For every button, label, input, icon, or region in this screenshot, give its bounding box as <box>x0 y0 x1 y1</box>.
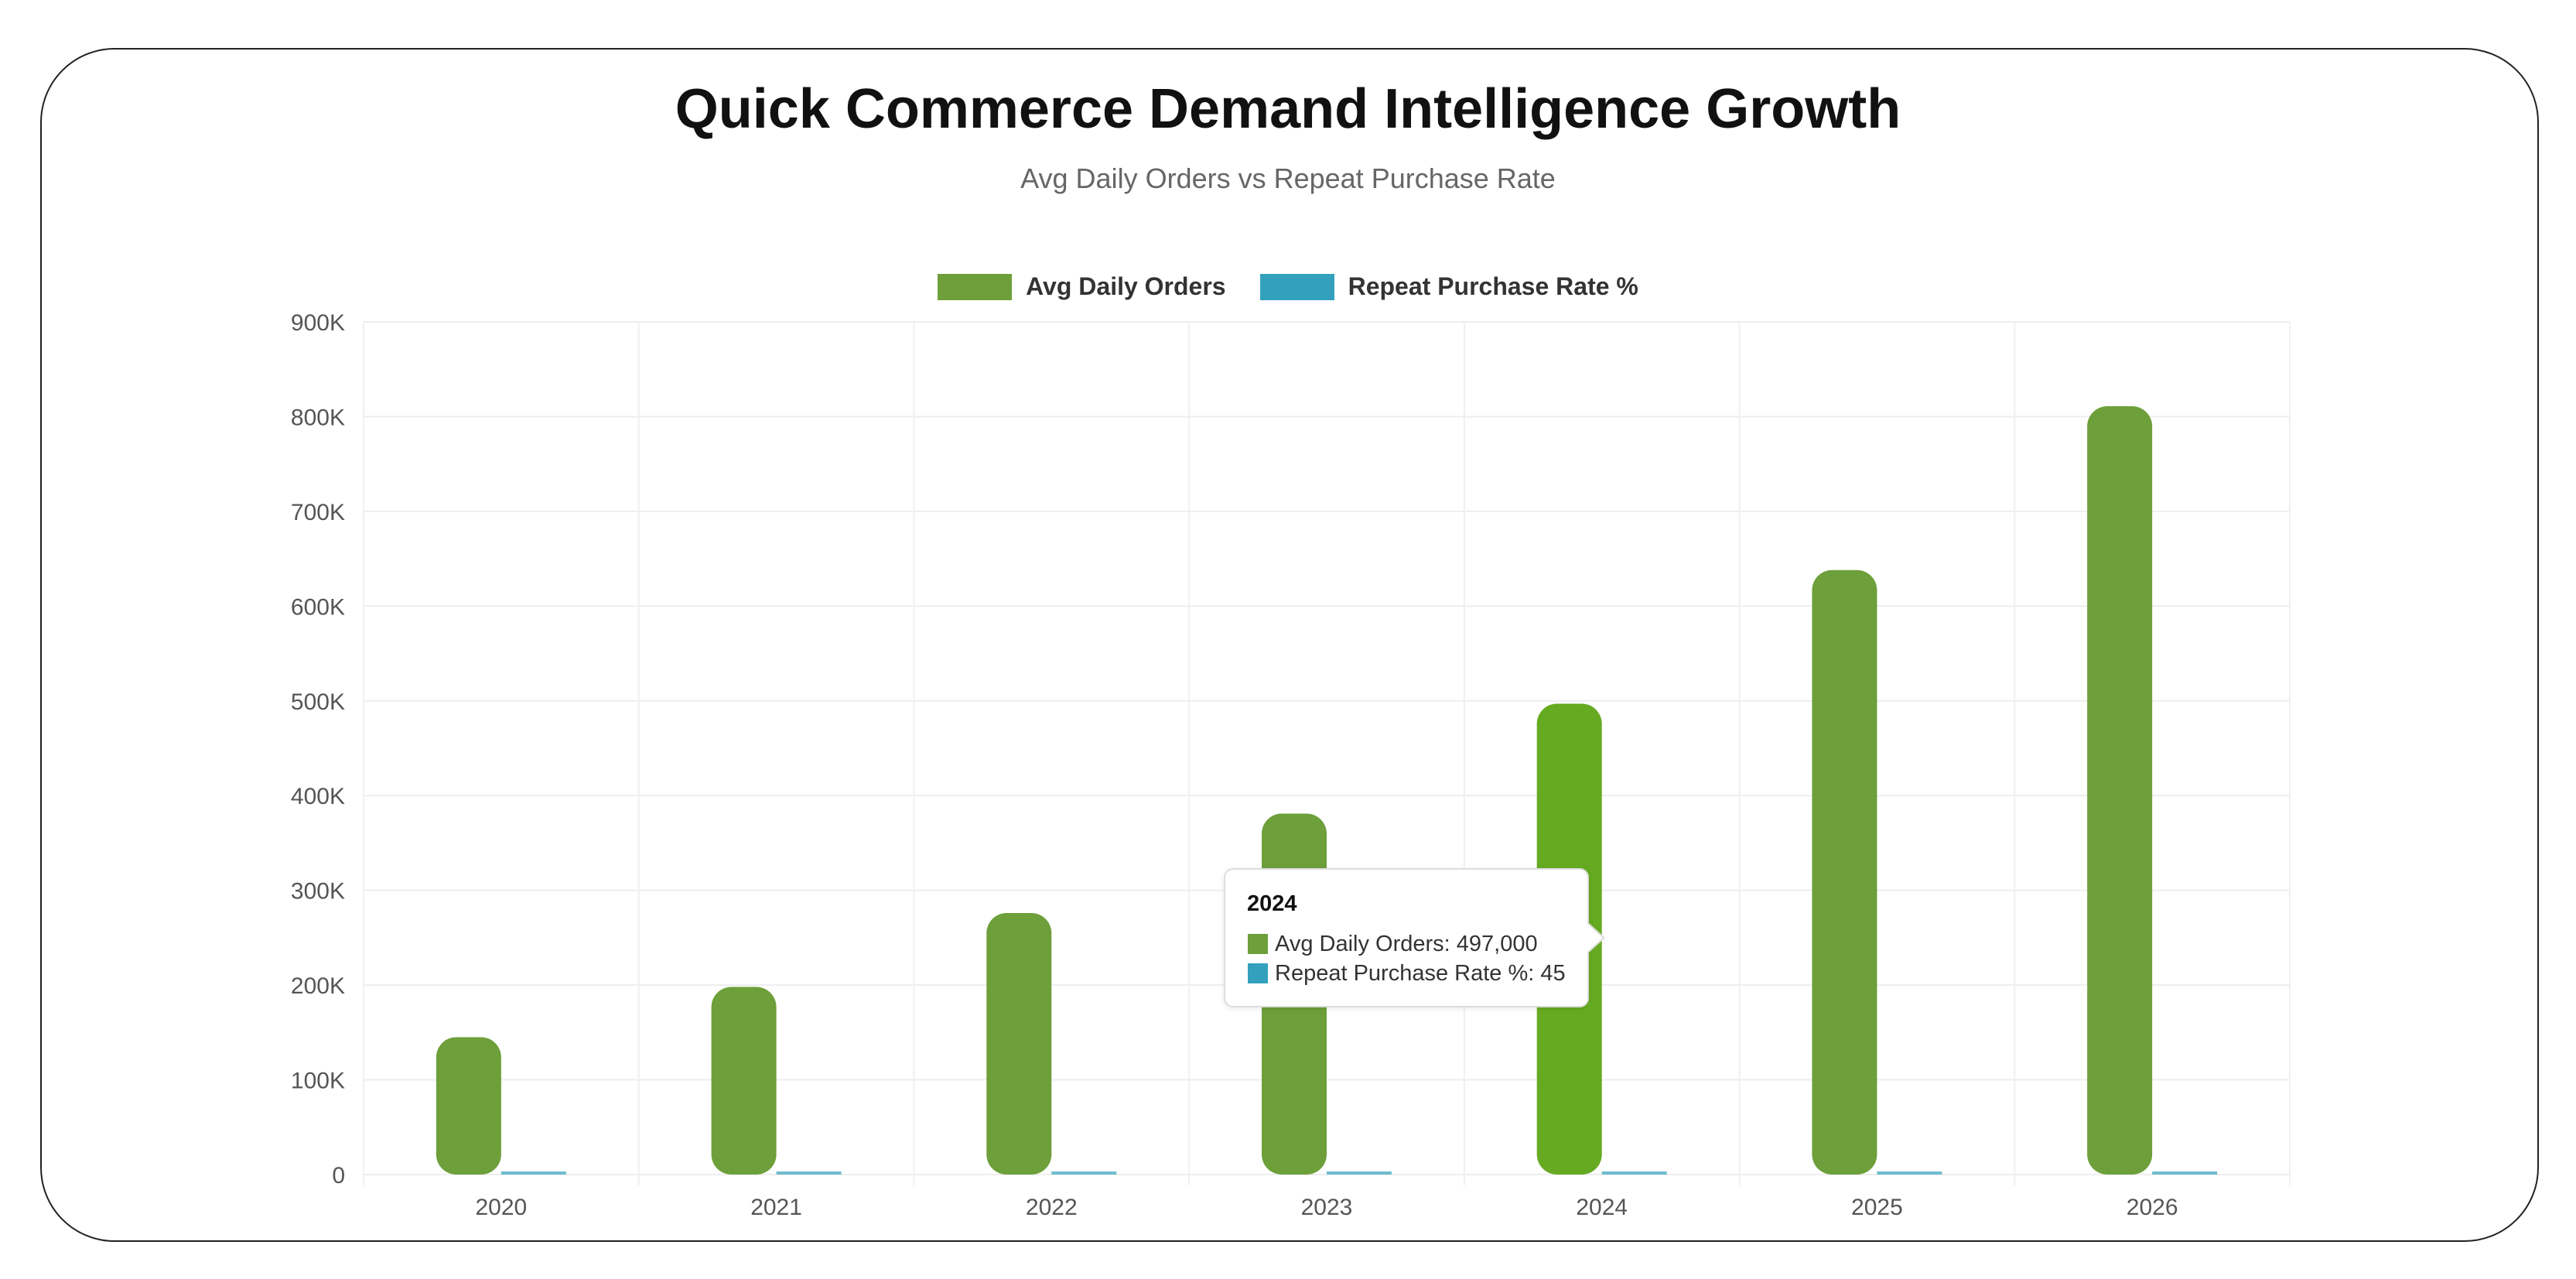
tooltip-row-orders: Avg Daily Orders: 497,000 <box>1247 929 1566 959</box>
legend-item-orders[interactable]: Avg Daily Orders <box>938 272 1226 301</box>
legend-item-repeat-rate[interactable]: Repeat Purchase Rate % <box>1259 272 1638 301</box>
x-tick-label: 2024 <box>1576 1195 1628 1220</box>
legend: Avg Daily Orders Repeat Purchase Rate % <box>0 272 2576 301</box>
bar-repeat-purchase-rate <box>501 1171 566 1175</box>
tooltip-row-repeat-rate: Repeat Purchase Rate %: 45 <box>1247 959 1566 988</box>
bar-repeat-purchase-rate <box>1327 1171 1392 1175</box>
legend-swatch-orders <box>938 273 1013 300</box>
y-tick-label: 100K <box>291 1069 345 1094</box>
tooltip-swatch-repeat-rate <box>1247 963 1269 984</box>
bar-avg-daily-orders <box>2087 405 2153 1175</box>
bar-avg-daily-orders <box>711 987 777 1175</box>
bar-avg-daily-orders <box>986 913 1052 1175</box>
y-tick-label: 600K <box>291 594 345 620</box>
x-tick-label: 2022 <box>1026 1195 1078 1220</box>
bar-repeat-purchase-rate <box>1051 1171 1117 1175</box>
bar-avg-daily-orders <box>436 1037 501 1175</box>
legend-swatch-repeat-rate <box>1259 273 1334 300</box>
y-tick-label: 900K <box>291 310 345 336</box>
y-tick-label: 0 <box>332 1163 345 1188</box>
legend-label-repeat-rate: Repeat Purchase Rate % <box>1348 272 1638 300</box>
tooltip-label-orders: Avg Daily Orders: 497,000 <box>1275 931 1538 956</box>
x-tick-label: 2021 <box>750 1195 802 1220</box>
y-tick-label: 300K <box>291 879 345 905</box>
tooltip-label-repeat-rate: Repeat Purchase Rate %: 45 <box>1275 960 1566 986</box>
bar-repeat-purchase-rate <box>1877 1171 1942 1175</box>
bar-repeat-purchase-rate <box>776 1171 842 1175</box>
x-tick-label: 2025 <box>1851 1195 1903 1220</box>
tooltip-swatch-orders <box>1247 933 1269 955</box>
tooltip-title: 2024 <box>1247 891 1297 916</box>
legend-label-orders: Avg Daily Orders <box>1026 272 1226 300</box>
x-tick-label: 2023 <box>1301 1195 1353 1220</box>
bar-repeat-purchase-rate <box>1601 1171 1667 1175</box>
y-tick-label: 400K <box>291 784 345 809</box>
x-tick-label: 2026 <box>2127 1195 2178 1220</box>
chart-subtitle: Avg Daily Orders vs Repeat Purchase Rate <box>1020 162 1556 194</box>
tooltip: 2024 Avg Daily Orders: 497,000 Repeat Pu… <box>1224 868 1605 1007</box>
y-tick-label: 700K <box>291 500 345 525</box>
bar-avg-daily-orders <box>1812 569 1877 1175</box>
x-tick-label: 2020 <box>475 1195 527 1220</box>
y-tick-label: 800K <box>291 405 345 430</box>
chart-title: Quick Commerce Demand Intelligence Growt… <box>675 78 1901 140</box>
y-tick-label: 200K <box>291 973 345 999</box>
y-tick-label: 500K <box>291 689 345 715</box>
bar-repeat-purchase-rate <box>2152 1171 2218 1175</box>
